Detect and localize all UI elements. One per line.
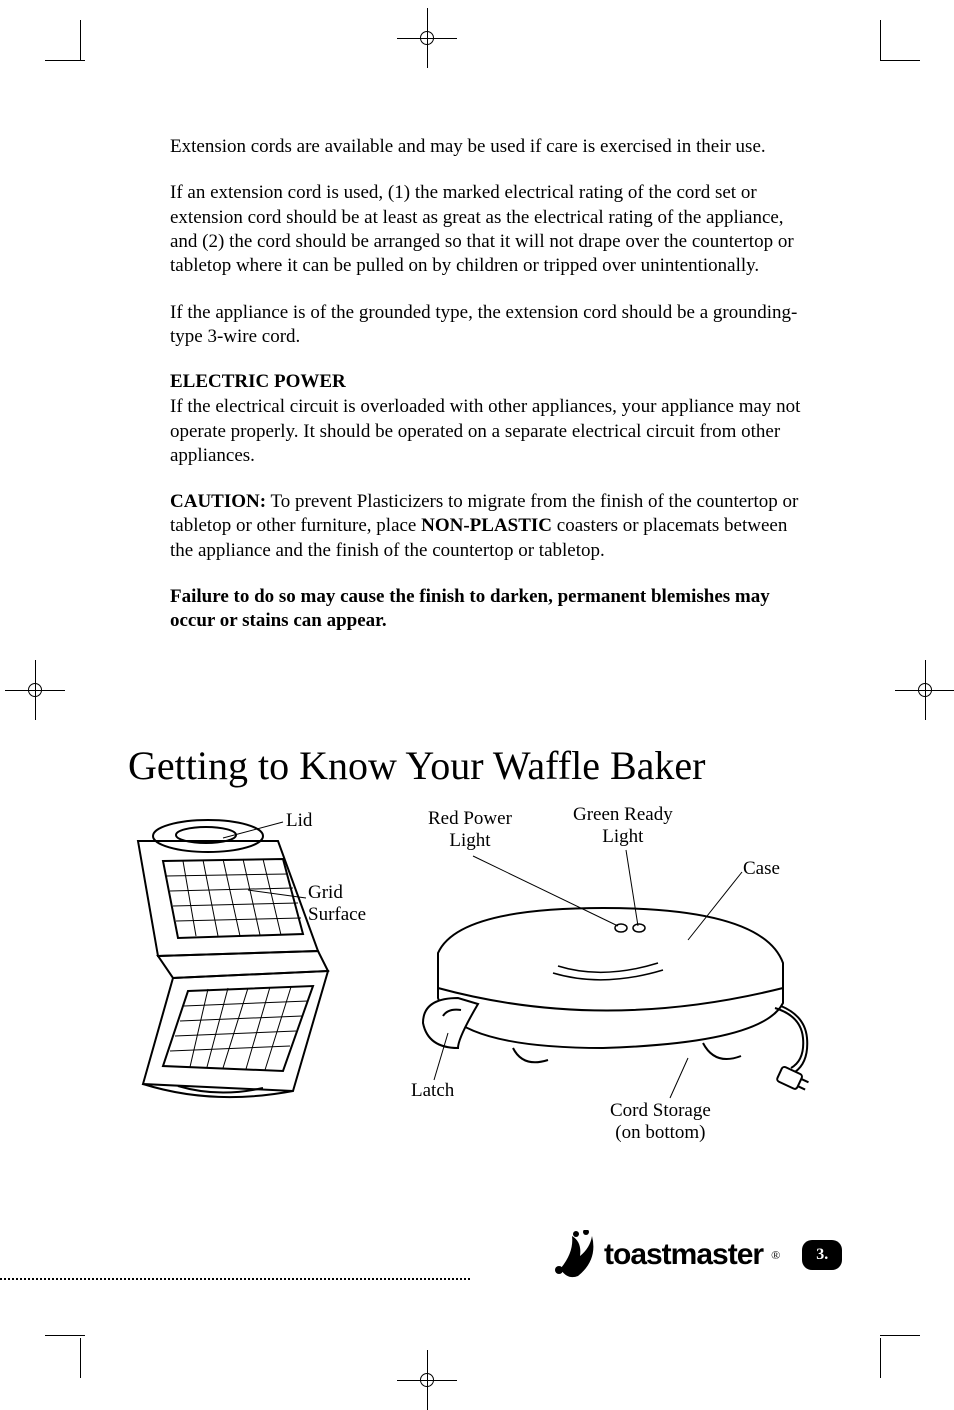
brand-name: toastmaster <box>604 1238 763 1272</box>
crop-mark <box>80 20 81 60</box>
paragraph: Extension cords are available and may be… <box>170 135 810 159</box>
waffle-baker-open-icon <box>118 806 358 1106</box>
crop-mark <box>880 1338 881 1378</box>
product-diagram: Lid Grid Surface Red Power Light Green R… <box>128 800 828 1200</box>
section-heading: ELECTRIC POWER <box>170 371 810 393</box>
paragraph: If an extension cord is used, (1) the ma… <box>170 181 810 278</box>
crop-mark <box>880 60 920 61</box>
registered-mark: ® <box>771 1248 780 1263</box>
crop-mark <box>80 1338 81 1378</box>
brand-logo-icon <box>550 1230 596 1280</box>
nonplastic-label: NON-PLASTIC <box>421 515 552 536</box>
label-green-ready-light: Green Ready Light <box>573 804 673 848</box>
body-text: Extension cords are available and may be… <box>170 135 810 656</box>
label-latch: Latch <box>411 1080 454 1102</box>
register-mark-icon <box>397 1350 457 1410</box>
label-grid-surface: Grid Surface <box>308 882 366 926</box>
crop-mark <box>45 1335 85 1336</box>
paragraph: If the electrical circuit is overloaded … <box>170 395 810 468</box>
warning-paragraph: Failure to do so may cause the finish to… <box>170 585 810 634</box>
page-number-badge: 3. <box>802 1240 842 1270</box>
brand-footer: toastmaster ® 3. <box>550 1230 842 1280</box>
register-mark-icon <box>397 8 457 68</box>
register-mark-icon <box>5 660 65 720</box>
caution-label: CAUTION: <box>170 491 266 512</box>
label-case: Case <box>743 858 780 880</box>
label-cord-storage: Cord Storage (on bottom) <box>610 1100 711 1144</box>
paragraph: If the appliance is of the grounded type… <box>170 301 810 350</box>
crop-mark <box>45 60 85 61</box>
caution-paragraph: CAUTION: To prevent Plasticizers to migr… <box>170 490 810 563</box>
crop-mark <box>880 20 881 60</box>
label-lid: Lid <box>286 810 312 832</box>
register-mark-icon <box>895 660 954 720</box>
crop-mark <box>880 1335 920 1336</box>
footer-dotted-rule <box>0 1278 470 1280</box>
page-title: Getting to Know Your Waffle Baker <box>128 742 705 789</box>
label-red-power-light: Red Power Light <box>428 808 512 852</box>
